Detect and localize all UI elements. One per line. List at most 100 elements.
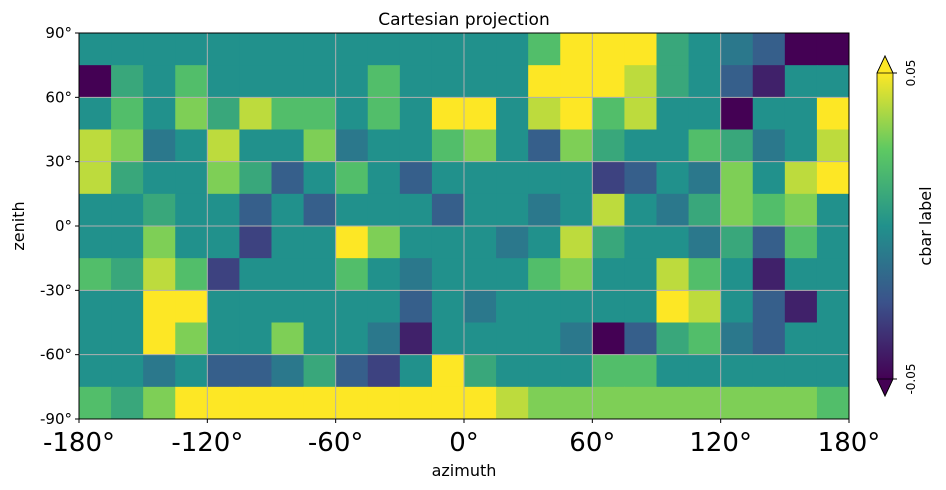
heatmap-cell bbox=[464, 129, 497, 163]
heatmap-cell bbox=[335, 97, 369, 131]
heatmap-cell bbox=[111, 33, 144, 66]
heatmap-cell bbox=[624, 226, 658, 259]
heatmap-cell bbox=[656, 161, 690, 195]
heatmap-cell bbox=[79, 290, 112, 324]
heatmap-cell bbox=[816, 97, 849, 131]
heatmap-cell bbox=[592, 97, 626, 131]
heatmap-cell bbox=[752, 226, 786, 259]
heatmap-cell bbox=[79, 258, 112, 291]
y-tick-label: 30° bbox=[45, 153, 72, 171]
colorbar-extend-max bbox=[876, 55, 894, 74]
heatmap-cell bbox=[464, 386, 497, 419]
heatmap-cell bbox=[175, 129, 208, 163]
y-tick-label: -90° bbox=[40, 410, 72, 428]
heatmap-cell bbox=[239, 290, 273, 324]
heatmap-cell bbox=[720, 386, 754, 419]
heatmap-cell bbox=[207, 258, 241, 291]
heatmap-cell bbox=[720, 129, 754, 163]
heatmap-cell bbox=[464, 354, 497, 388]
heatmap-cell bbox=[688, 97, 722, 131]
heatmap-cell bbox=[464, 33, 497, 66]
heatmap-cell bbox=[143, 354, 176, 388]
y-tick-label: 90° bbox=[45, 24, 72, 42]
heatmap-cell bbox=[592, 354, 626, 388]
heatmap-cell bbox=[496, 161, 529, 195]
heatmap-cell bbox=[496, 322, 529, 356]
heatmap-cell bbox=[399, 65, 433, 98]
heatmap-cell bbox=[175, 354, 208, 388]
heatmap-cell bbox=[303, 354, 337, 388]
x-tick-label: -120° bbox=[171, 428, 243, 458]
heatmap-cell bbox=[79, 161, 112, 195]
heatmap-cell bbox=[367, 161, 401, 195]
heatmap-cell bbox=[175, 290, 208, 324]
heatmap-cell bbox=[784, 193, 818, 227]
heatmap-cell bbox=[431, 161, 465, 195]
heatmap-cell bbox=[143, 193, 176, 227]
heatmap-cell bbox=[752, 290, 786, 324]
heatmap-cell bbox=[239, 65, 273, 98]
heatmap-cell bbox=[496, 65, 529, 98]
heatmap-cell bbox=[784, 65, 818, 98]
heatmap-cell bbox=[816, 322, 849, 356]
heatmap-cell bbox=[656, 386, 690, 419]
heatmap-cell bbox=[816, 129, 849, 163]
heatmap-cell bbox=[175, 193, 208, 227]
heatmap-cell bbox=[111, 386, 144, 419]
heatmap-cell bbox=[592, 129, 626, 163]
heatmap-cell bbox=[528, 193, 561, 227]
heatmap-cell bbox=[271, 65, 305, 98]
heatmap-cell bbox=[528, 65, 561, 98]
heatmap-cell bbox=[656, 193, 690, 227]
heatmap-cell bbox=[399, 258, 433, 291]
heatmap-cell bbox=[592, 33, 626, 66]
heatmap-cell bbox=[560, 258, 593, 291]
heatmap-cell bbox=[335, 386, 369, 419]
x-tick-label: -180° bbox=[43, 428, 115, 458]
heatmap-cell bbox=[464, 258, 497, 291]
heatmap-cell bbox=[207, 97, 241, 131]
heatmap-cell bbox=[175, 97, 208, 131]
heatmap-cell bbox=[624, 354, 658, 388]
heatmap-cell bbox=[239, 386, 273, 419]
heatmap-cell bbox=[207, 354, 241, 388]
heatmap-cell bbox=[111, 129, 144, 163]
heatmap-cells bbox=[79, 33, 849, 419]
heatmap-cell bbox=[239, 97, 273, 131]
heatmap-cell bbox=[752, 161, 786, 195]
colorbar-tick-label-min: -0.05 bbox=[904, 363, 918, 394]
x-tick-label: 0° bbox=[449, 428, 479, 458]
heatmap-cell bbox=[111, 193, 144, 227]
heatmap-cell bbox=[752, 354, 786, 388]
heatmap-cell bbox=[303, 226, 337, 259]
heatmap-cell bbox=[207, 129, 241, 163]
heatmap-cell bbox=[271, 33, 305, 66]
heatmap-cell bbox=[239, 226, 273, 259]
heatmap-cell bbox=[79, 65, 112, 98]
heatmap-cell bbox=[688, 258, 722, 291]
heatmap-cell bbox=[560, 65, 593, 98]
heatmap-cell bbox=[464, 97, 497, 131]
heatmap-cell bbox=[560, 193, 593, 227]
heatmap-cell bbox=[688, 354, 722, 388]
heatmap-cell bbox=[175, 258, 208, 291]
colorbar-tick-label-max: 0.05 bbox=[904, 60, 918, 87]
heatmap-cell bbox=[752, 258, 786, 291]
y-tick-label: -60° bbox=[40, 346, 72, 364]
heatmap-cell bbox=[175, 226, 208, 259]
heatmap-cell bbox=[303, 65, 337, 98]
heatmap-cell bbox=[143, 129, 176, 163]
heatmap-cell bbox=[688, 33, 722, 66]
heatmap-cell bbox=[335, 65, 369, 98]
heatmap-cell bbox=[656, 97, 690, 131]
heatmap-cell bbox=[528, 226, 561, 259]
heatmap-cell bbox=[303, 97, 337, 131]
heatmap-cell bbox=[656, 290, 690, 324]
heatmap-cell bbox=[111, 354, 144, 388]
heatmap-cell bbox=[528, 386, 561, 419]
heatmap-cell bbox=[239, 258, 273, 291]
heatmap-cell bbox=[624, 258, 658, 291]
heatmap-cell bbox=[143, 258, 176, 291]
heatmap-cell bbox=[367, 322, 401, 356]
heatmap-cell bbox=[239, 354, 273, 388]
